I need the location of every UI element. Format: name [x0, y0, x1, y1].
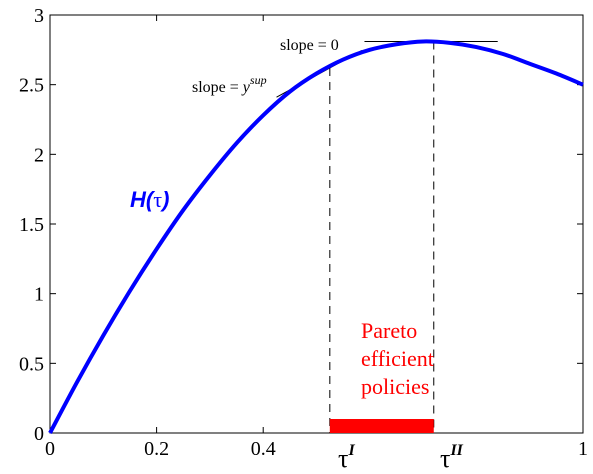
y-tick-label: 2.5 [19, 75, 44, 97]
tau-ii-sup: II [449, 442, 463, 459]
slope-sup-label: slope = ysup [192, 73, 267, 96]
curve-label-tau: τ [153, 187, 162, 212]
tau-ii-base: τ [440, 444, 450, 473]
plot-area-frame [49, 14, 584, 434]
x-tick-label: 1 [578, 438, 588, 460]
curve-label-close: ) [160, 187, 169, 212]
y-tick-label: 1 [34, 284, 44, 306]
curve-label: H(τ) [130, 187, 169, 212]
y-tick-label: 0.5 [19, 353, 44, 375]
x-tick-label: 0 [45, 438, 55, 460]
tau-i-label: τI [338, 442, 355, 473]
slope-sup-exp: sup [250, 73, 267, 87]
y-tick-label: 3 [34, 5, 44, 27]
tau-ii-label: τII [440, 442, 464, 473]
pareto-label-line2: efficient [361, 346, 434, 371]
x-tick-label: 0.2 [144, 438, 169, 460]
pareto-efficient-bar [329, 419, 434, 433]
y-axis-ticks: 0 0.5 1 1.5 2 2.5 3 [19, 5, 583, 445]
tau-i-base: τ [338, 444, 348, 473]
x-axis-ticks: 0 0.2 0.4 1 [45, 15, 588, 460]
tau-dashed-lines [329, 41, 435, 433]
y-tick-label: 1.5 [19, 214, 44, 236]
slope-sup-var: y [241, 79, 251, 96]
slope-zero-label: slope = 0 [280, 37, 339, 54]
y-tick-label: 2 [34, 144, 44, 166]
tau-i-sup: I [347, 442, 355, 459]
pareto-label-line3: policies [361, 374, 429, 399]
pareto-label-line1: Pareto [361, 318, 417, 343]
h-tau-curve [48, 39, 584, 434]
curve-label-h: H( [130, 187, 156, 212]
y-tick-label: 0 [34, 423, 44, 445]
slope-sup-prefix: slope = [192, 79, 243, 96]
x-tick-label: 0.4 [251, 438, 276, 460]
